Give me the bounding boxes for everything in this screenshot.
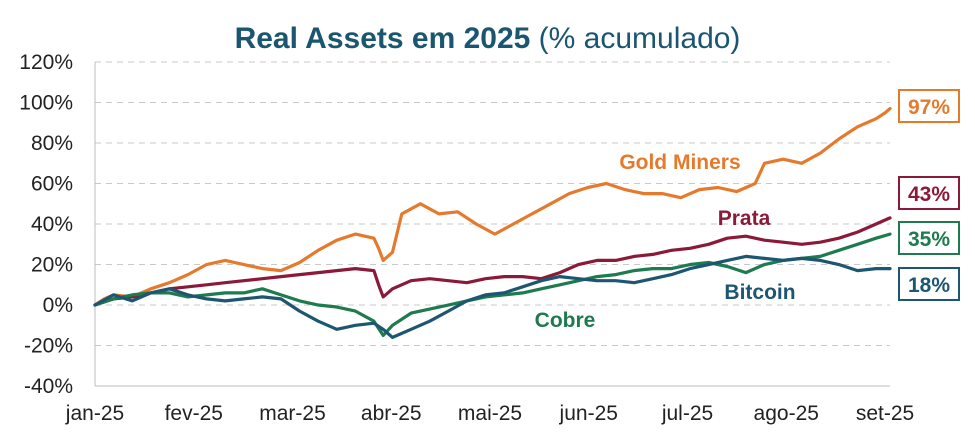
y-tick-label: 60% xyxy=(31,173,73,196)
y-tick-label: 20% xyxy=(31,254,73,277)
x-tick-label: mar-25 xyxy=(259,402,326,425)
x-tick-label: fev-25 xyxy=(165,402,223,425)
series-label-gold-miners: Gold Miners xyxy=(619,151,740,174)
end-label-box-cobre xyxy=(898,221,960,255)
y-tick-label: 120% xyxy=(19,51,73,74)
y-tick-label: -20% xyxy=(24,335,73,358)
chart-title-main: Real Assets em 2025 xyxy=(234,22,531,55)
end-value-labels: 97% 43% 35% 18% xyxy=(898,89,960,301)
end-label-box-gold-miners xyxy=(898,89,960,123)
series-labels: Gold Miners Prata Cobre Bitcoin xyxy=(535,151,796,332)
grid-lines xyxy=(95,61,890,346)
x-tick-label: set-25 xyxy=(856,402,914,425)
end-label-prata: 43% xyxy=(908,183,950,206)
y-tick-label: -40% xyxy=(24,375,73,398)
y-tick-label: 0% xyxy=(43,294,73,317)
series-label-cobre: Cobre xyxy=(535,309,596,332)
y-tick-label: 100% xyxy=(19,92,73,115)
chart-title: Real Assets em 2025 (% acumulado) xyxy=(0,22,975,56)
end-label-cobre: 35% xyxy=(908,228,950,251)
y-tick-label: 40% xyxy=(31,213,73,236)
series-line-bitcoin xyxy=(93,254,892,339)
end-label-gold-miners: 97% xyxy=(908,96,950,119)
y-tick-labels: -40% -20% 0% 20% 40% 60% 80% 100% 120% xyxy=(19,51,73,398)
series-line-cobre xyxy=(93,232,892,337)
axes xyxy=(94,62,890,387)
end-label-box-prata xyxy=(898,176,960,210)
x-tick-label: jul-25 xyxy=(661,402,713,425)
y-tick-label: 80% xyxy=(31,132,73,155)
series-label-prata: Prata xyxy=(718,207,771,230)
x-tick-label: jan-25 xyxy=(65,402,124,425)
x-tick-label: abr-25 xyxy=(361,402,422,425)
x-tick-label: jun-25 xyxy=(559,402,618,425)
end-label-bitcoin: 18% xyxy=(908,274,950,297)
x-tick-label: ago-25 xyxy=(754,402,819,425)
series-line-gold-miners xyxy=(93,107,892,307)
series-line-prata xyxy=(93,216,892,307)
x-tick-label: mai-25 xyxy=(458,402,522,425)
chart-title-sub: (% acumulado) xyxy=(538,22,741,55)
x-tick-labels: jan-25 fev-25 mar-25 abr-25 mai-25 jun-25 jul-… xyxy=(65,402,914,425)
series-lines xyxy=(93,107,892,339)
end-label-box-bitcoin xyxy=(898,267,960,301)
series-label-bitcoin: Bitcoin xyxy=(724,281,795,304)
